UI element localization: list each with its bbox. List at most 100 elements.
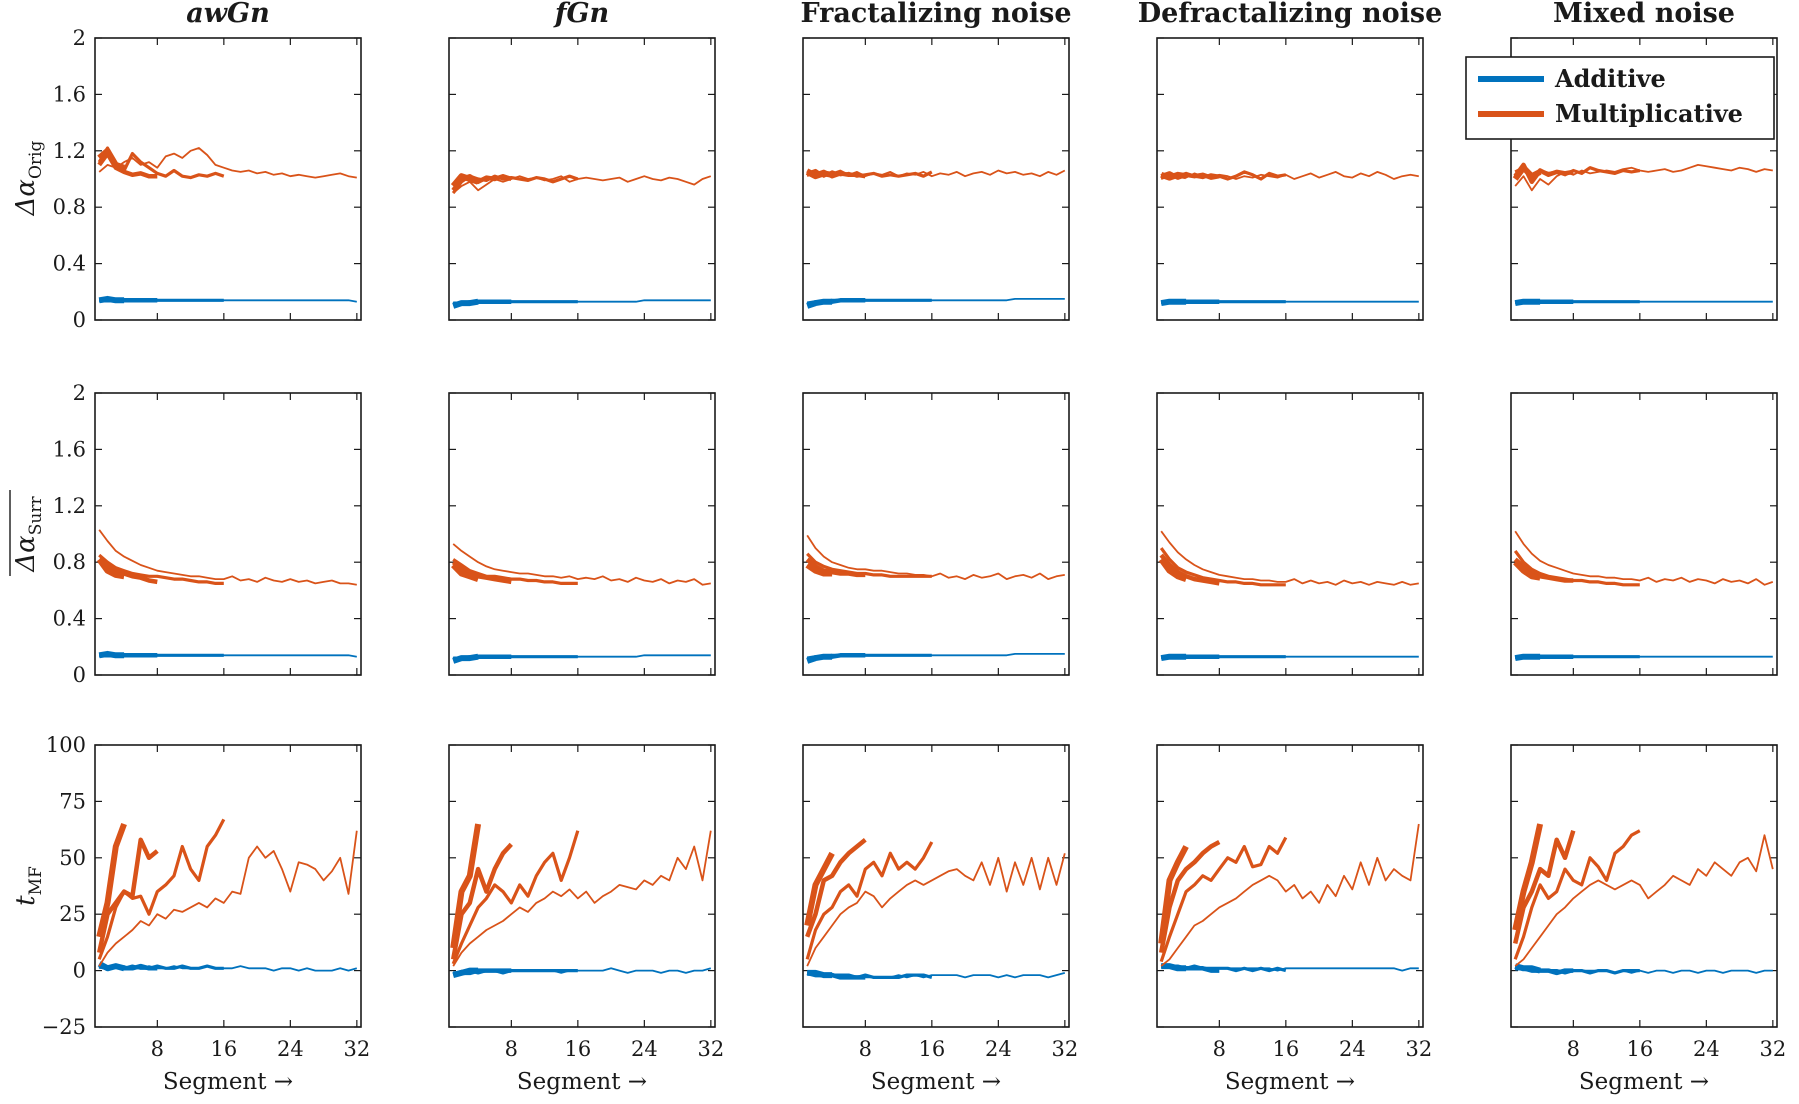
series-additive-4-segments	[1160, 653, 1187, 662]
y-label-row3-text: tMF	[11, 866, 46, 906]
column-title-3: Defractalizing noise	[1138, 0, 1443, 29]
series-multiplicative-4-segments	[1512, 164, 1542, 181]
series-multiplicative-16-segments	[806, 552, 932, 578]
xtick-label: 32	[1759, 1037, 1786, 1061]
x-axis-label: Segment →	[1225, 1069, 1355, 1095]
series-multiplicative-32-segments	[806, 534, 1065, 580]
series-multiplicative-4-segments	[804, 851, 835, 927]
series-multiplicative-8-segments	[450, 842, 513, 960]
series-additive-4-segments	[806, 298, 833, 309]
series-additive-4-segments	[452, 298, 479, 309]
series-multiplicative-16-segments	[452, 558, 578, 586]
axes-frame	[448, 37, 716, 321]
y-label-row1: ΔαOrig	[11, 141, 46, 217]
ytick-label: 0	[73, 959, 86, 983]
panel-r1-c0: 0 0.4 0.8 1.2 1.6 2	[53, 381, 362, 687]
xtick-label: 16	[1272, 1037, 1299, 1061]
xtick-label: 16	[210, 1037, 237, 1061]
column-title-0: awGn	[186, 0, 269, 29]
xtick-label: 24	[1339, 1037, 1366, 1061]
xtick-label: 16	[564, 1037, 591, 1061]
panel-r2-c3: 8 16 24 32 Segment →	[1156, 744, 1432, 1095]
series-multiplicative-32-segments	[1514, 163, 1773, 192]
series-multiplicative-8-segments	[805, 838, 867, 938]
column-title-4: Mixed noise	[1553, 0, 1735, 29]
y-label-row3: tMF	[11, 866, 46, 906]
axes-frame	[802, 37, 1070, 321]
ytick-label: 0	[73, 663, 86, 687]
series-multiplicative-32-segments	[806, 853, 1066, 967]
legend-label-additive: Additive	[1554, 64, 1666, 93]
series-multiplicative-16-segments	[451, 830, 580, 965]
series-multiplicative-16-segments	[1159, 547, 1286, 587]
xtick-label: 32	[1405, 1037, 1432, 1061]
series-additive-4-segments	[807, 969, 833, 979]
xtick-label: 16	[918, 1037, 945, 1061]
series-multiplicative-32-segments	[1160, 530, 1419, 586]
series-additive-4-segments	[452, 967, 479, 978]
series-additive-4-segments	[1514, 653, 1541, 662]
series-multiplicative-16-segments	[1513, 829, 1641, 960]
axes-frame	[94, 744, 362, 1028]
series-multiplicative-32-segments	[452, 543, 711, 586]
axes-frame	[448, 392, 716, 676]
panel-r1-c1	[448, 392, 716, 676]
x-axis-label: Segment →	[1579, 1069, 1709, 1095]
series-multiplicative-8-segments	[451, 560, 512, 585]
series-additive-4-segments	[452, 653, 479, 664]
axes-frame	[94, 37, 362, 321]
ytick-label: 0.8	[53, 195, 86, 219]
series-multiplicative-16-segments	[805, 841, 934, 960]
series-multiplicative-4-segments	[97, 147, 126, 171]
axes-frame	[448, 744, 716, 1028]
axes-frame	[1510, 744, 1778, 1028]
panel-r2-c4: 8 16 24 32 Segment →	[1510, 744, 1786, 1095]
axes-frame	[1156, 37, 1424, 321]
legend-label-multiplicative: Multiplicative	[1555, 99, 1743, 128]
ytick-label: 1.2	[53, 494, 86, 518]
axes-frame	[1510, 392, 1778, 676]
series-multiplicative-4-segments	[96, 822, 127, 938]
ytick-label: −25	[42, 1015, 86, 1039]
panel-r1-c2	[802, 392, 1070, 676]
series-multiplicative-32-segments	[1514, 530, 1774, 586]
xtick-label: 32	[697, 1037, 724, 1061]
series-multiplicative-8-segments	[805, 557, 866, 578]
series-multiplicative-4-segments	[451, 562, 480, 582]
ytick-label: 75	[59, 789, 86, 813]
ytick-label: 1.6	[53, 82, 86, 106]
xtick-label: 8	[859, 1037, 872, 1061]
axes-frame	[1156, 392, 1424, 676]
xtick-label: 8	[505, 1037, 518, 1061]
series-additive-4-segments	[98, 650, 125, 659]
series-multiplicative-32-segments	[98, 529, 357, 586]
x-axis-label: Segment →	[517, 1069, 647, 1095]
axes-frame	[802, 744, 1070, 1028]
series-multiplicative-4-segments	[1512, 823, 1544, 931]
ytick-label: 0	[73, 308, 86, 332]
series-multiplicative-8-segments	[97, 837, 159, 954]
series-additive-4-segments	[1160, 298, 1187, 307]
series-additive-4-segments	[1514, 298, 1541, 307]
y-axis-labels: ΔαOrig ΔαSurr tMF	[9, 141, 46, 906]
ytick-label: 0.8	[53, 550, 86, 574]
series-additive-4-segments	[97, 961, 125, 972]
series-additive-4-segments	[98, 295, 125, 304]
series-multiplicative-8-segments	[1158, 840, 1221, 954]
series-multiplicative-8-segments	[1513, 830, 1576, 945]
xtick-label: 32	[1051, 1037, 1078, 1061]
series-multiplicative-32-segments	[98, 830, 358, 967]
xtick-label: 24	[985, 1037, 1012, 1061]
axes-frame	[94, 392, 362, 676]
x-axis-label: Segment →	[871, 1069, 1001, 1095]
series-multiplicative-4-segments	[450, 173, 480, 189]
series-multiplicative-4-segments	[450, 823, 482, 949]
ytick-label: 0.4	[53, 252, 86, 276]
series-multiplicative-16-segments	[1159, 836, 1288, 963]
ytick-label: 25	[59, 902, 86, 926]
ytick-label: 2	[73, 381, 86, 405]
panel-r2-c1: 8 16 24 32 Segment →	[448, 744, 724, 1095]
xtick-label: 8	[1213, 1037, 1226, 1061]
panel-r0-c2	[802, 37, 1070, 321]
